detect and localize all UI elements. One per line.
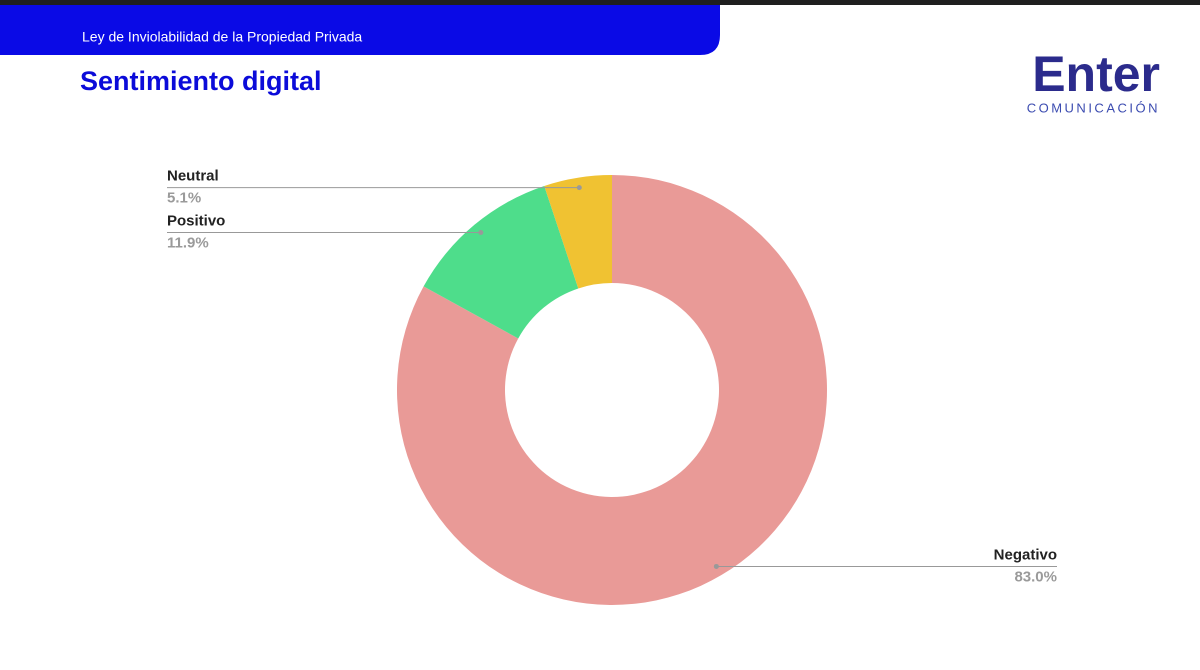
slide-title: Sentimiento digital [80,66,322,96]
slice-label: Negativo [994,546,1057,563]
slice [544,175,612,289]
slice-label: Neutral [167,168,219,185]
top-strip [0,0,1200,5]
header-tab [0,5,720,55]
slice-label: Positivo [167,212,225,229]
slice [423,185,579,339]
slice-value: 11.9% [167,234,209,251]
slice [397,175,828,605]
leader-dot [713,563,719,569]
header-subtitle: Ley de Inviolabilidad de la Propiedad Pr… [82,29,362,45]
leader-dot [478,229,484,235]
slice-value: 83.0% [1014,568,1057,585]
slice-value: 5.1% [167,190,201,207]
logo-tagline: COMUNICACIÓN [1027,100,1160,115]
donut-chart: Negativo 83.0% Positivo 11.9% Neutral 5.1% [167,168,1057,605]
logo-name: Enter [1032,46,1160,102]
leader-dot [576,185,582,191]
